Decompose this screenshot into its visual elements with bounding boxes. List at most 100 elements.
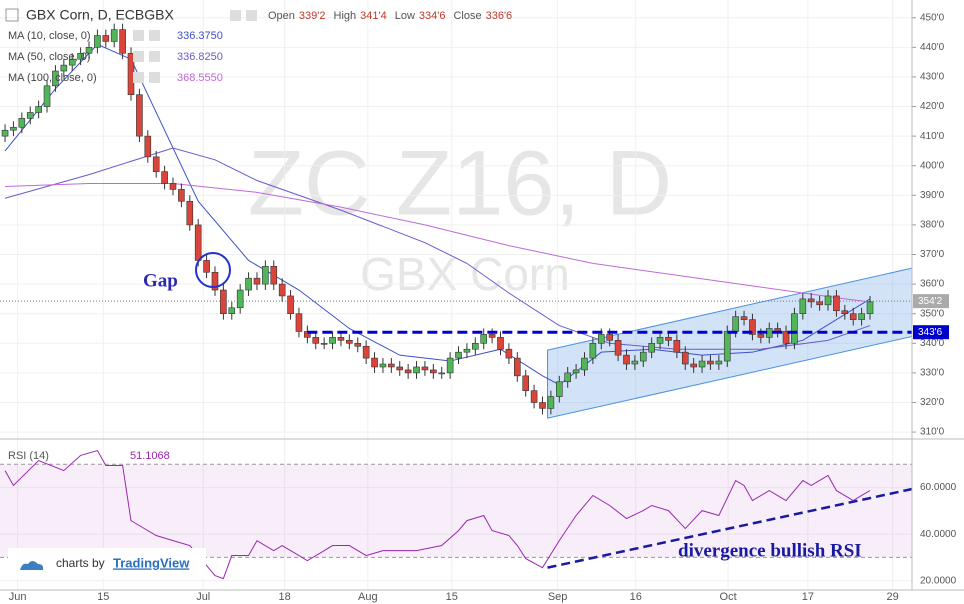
legend-name: MA (10, close, 0) <box>8 30 91 42</box>
candle-body <box>77 52 84 60</box>
legend-name: MA (50, close, 0) <box>8 51 91 63</box>
candle-body <box>203 260 210 273</box>
candle-body <box>581 357 588 371</box>
x-tick-label: Jun <box>9 591 27 603</box>
chart-title: GBX Corn, D, ECBGBX <box>26 7 174 23</box>
ohlc-label: Open <box>268 10 295 22</box>
candle-body <box>144 135 152 158</box>
candle-body <box>220 289 227 315</box>
candle-body <box>228 307 236 315</box>
branding-box <box>8 548 206 578</box>
x-tick-label: 29 <box>887 591 899 603</box>
icon[interactable] <box>149 72 160 83</box>
icon[interactable] <box>149 30 160 41</box>
price-label-box <box>913 325 949 340</box>
candle-body <box>472 342 479 350</box>
candle-body <box>1 129 9 137</box>
icon[interactable] <box>133 30 144 41</box>
candle-body <box>606 334 613 341</box>
candle-body <box>10 126 17 131</box>
y-tick-label: 40.0000 <box>920 529 957 540</box>
candle-body <box>35 106 42 113</box>
candle-body <box>178 189 185 202</box>
candle-body <box>85 47 93 54</box>
candle-body <box>186 200 194 226</box>
candle-body <box>312 337 320 344</box>
candle-body <box>119 29 126 54</box>
candle-body <box>438 372 446 375</box>
candle-body <box>236 289 244 309</box>
candle-body <box>52 70 59 87</box>
x-tick-label: 18 <box>279 591 291 603</box>
candle-body <box>488 334 496 338</box>
candle-body <box>530 390 538 403</box>
y-tick-label: 400'0 <box>920 160 945 171</box>
candle-body <box>597 334 605 344</box>
ohlc-label: High <box>334 10 357 22</box>
candle-body <box>211 271 219 291</box>
legend-value: 336.8250 <box>177 51 223 63</box>
candle-body <box>194 224 202 261</box>
y-tick-label: 60.0000 <box>920 482 957 493</box>
y-tick-label: 20.0000 <box>920 575 957 586</box>
candle-body <box>404 369 412 374</box>
candle-body <box>858 313 865 320</box>
candle-body <box>665 337 672 341</box>
candle-body <box>26 112 34 119</box>
gap-circle <box>195 252 231 288</box>
y-tick-label: 380'0 <box>920 220 945 231</box>
y-tick-label: 340'0 <box>920 338 945 349</box>
candle-body <box>136 94 143 137</box>
candle-body <box>648 342 655 353</box>
candle-body <box>866 301 874 315</box>
candle-body <box>698 360 706 368</box>
candle-body <box>749 319 756 335</box>
candle-body <box>539 402 546 409</box>
candle-body <box>690 363 697 368</box>
ohlc-label: Low <box>395 10 415 22</box>
candle-body <box>623 354 630 365</box>
rsi-band <box>0 464 912 558</box>
candle-body <box>152 156 160 172</box>
candle-body <box>287 295 294 315</box>
ohlc-value: 334'6 <box>419 10 446 22</box>
y-tick-label: 390'0 <box>920 190 945 201</box>
icon[interactable] <box>149 51 160 62</box>
y-tick-label: 410'0 <box>920 131 945 142</box>
candle-body <box>782 331 790 344</box>
icon[interactable] <box>133 72 144 83</box>
rsi-legend: RSI (14) <box>8 450 49 462</box>
candle-body <box>329 337 336 344</box>
candle-body <box>253 277 261 285</box>
candle-body <box>320 342 328 345</box>
candle-body <box>631 360 639 365</box>
candle-body <box>497 337 504 350</box>
candle-body <box>270 266 278 285</box>
x-tick-label: 15 <box>446 591 458 603</box>
branding-link[interactable]: TradingView <box>113 555 190 570</box>
y-tick-label: 420'0 <box>920 101 945 112</box>
y-tick-label: 430'0 <box>920 72 945 83</box>
candle-body <box>362 345 370 359</box>
watermark: ZC Z16, D <box>248 132 672 234</box>
candle-body <box>564 372 571 383</box>
candle-body <box>396 366 404 371</box>
candle-body <box>522 375 530 391</box>
icon[interactable] <box>5 8 19 22</box>
x-tick-label: 17 <box>802 591 814 603</box>
candle-body <box>169 183 177 190</box>
icon[interactable] <box>246 10 257 21</box>
rsi-trendline <box>547 487 912 569</box>
x-tick-label: Oct <box>720 591 737 603</box>
candle-body <box>161 171 168 184</box>
icon[interactable] <box>230 10 241 21</box>
candle-body <box>379 363 387 368</box>
icon[interactable] <box>133 51 144 62</box>
candle-body <box>589 342 597 359</box>
candle-body <box>245 277 252 291</box>
candle-body <box>68 58 76 66</box>
candle-body <box>614 340 622 356</box>
price-label-box <box>913 294 949 309</box>
candle-body <box>740 316 748 320</box>
